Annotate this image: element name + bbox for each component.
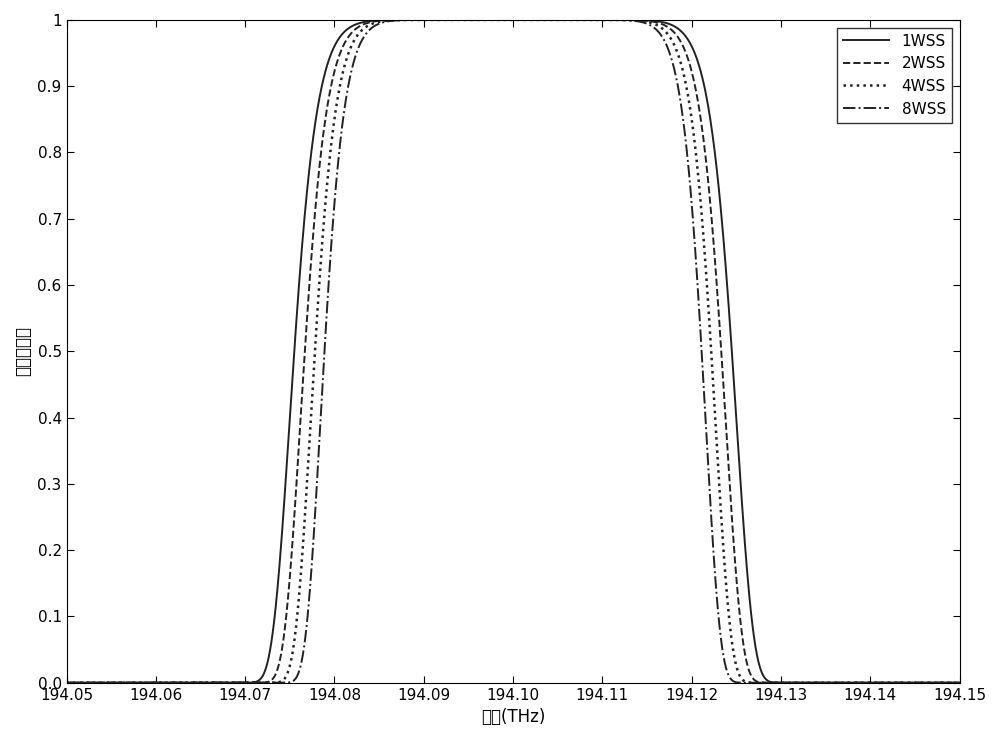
1WSS (497, 16, 509, 24)
4WSS (98, 679, 110, 687)
1WSS (114, 679, 126, 687)
8WSS (954, 679, 966, 687)
2WSS (98, 679, 110, 687)
2WSS (497, 16, 509, 24)
4WSS (492, 16, 504, 24)
8WSS (906, 679, 918, 687)
2WSS (114, 679, 126, 687)
2WSS (236, 679, 248, 687)
Line: 8WSS: 8WSS (67, 20, 960, 683)
4WSS (65, 679, 77, 687)
1WSS (236, 679, 248, 687)
2WSS (906, 679, 918, 687)
2WSS (954, 679, 966, 687)
4WSS (497, 16, 509, 24)
8WSS (65, 679, 77, 687)
X-axis label: 频率(THz): 频率(THz) (481, 708, 545, 726)
4WSS (114, 679, 126, 687)
8WSS (492, 16, 504, 24)
Y-axis label: 归一化功率: 归一化功率 (14, 326, 32, 377)
8WSS (497, 16, 509, 24)
8WSS (114, 679, 126, 687)
1WSS (492, 16, 504, 24)
8WSS (61, 679, 73, 687)
Legend: 1WSS, 2WSS, 4WSS, 8WSS: 1WSS, 2WSS, 4WSS, 8WSS (837, 27, 952, 123)
4WSS (906, 679, 918, 687)
1WSS (954, 679, 966, 687)
Line: 2WSS: 2WSS (67, 20, 960, 683)
1WSS (61, 679, 73, 687)
4WSS (236, 679, 248, 687)
4WSS (61, 679, 73, 687)
2WSS (65, 679, 77, 687)
8WSS (236, 679, 248, 687)
4WSS (954, 679, 966, 687)
1WSS (906, 679, 918, 687)
2WSS (61, 679, 73, 687)
1WSS (98, 679, 110, 687)
8WSS (98, 679, 110, 687)
Line: 1WSS: 1WSS (67, 20, 960, 683)
Line: 4WSS: 4WSS (67, 20, 960, 683)
1WSS (65, 679, 77, 687)
2WSS (492, 16, 504, 24)
